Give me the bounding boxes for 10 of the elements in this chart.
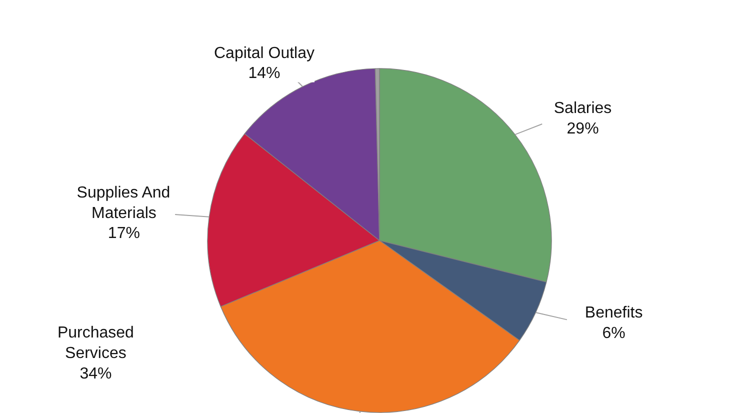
- data-label: 14%: [248, 65, 280, 82]
- data-label: 17%: [108, 225, 140, 242]
- slice-label: Salaries: [554, 100, 612, 117]
- slice-label: Purchased Services: [57, 324, 134, 362]
- slice-label: Benefits: [584, 304, 643, 322]
- slice-label: Capital Outlay: [214, 44, 314, 62]
- data-label: 29%: [566, 120, 599, 138]
- slice-label: Supplies And Materials: [76, 184, 170, 222]
- data-label: 34%: [80, 365, 112, 382]
- data-label: 6%: [602, 324, 626, 342]
